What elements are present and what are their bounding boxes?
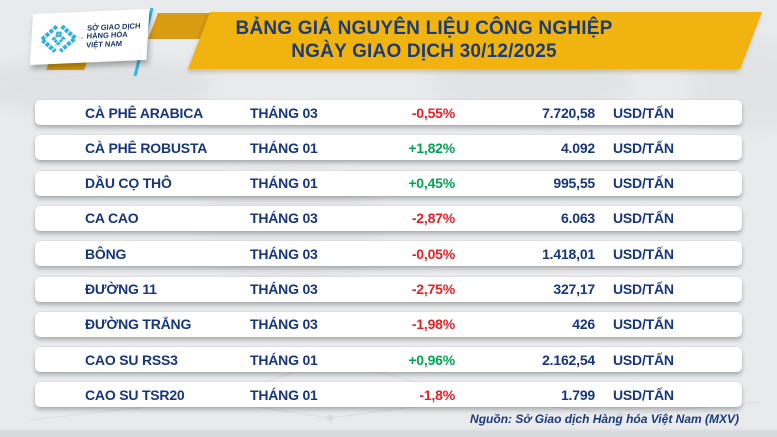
- mxv-logo-card: ™ SỞ GIAO DỊCH HÀNG HÓA VIỆT NAM: [29, 8, 150, 65]
- price-unit: USD/TẤN: [613, 104, 674, 121]
- commodity-row: CA CAO THÁNG 03 -2,87% 6.063 USD/TẤN: [35, 205, 742, 231]
- commodity-row: CAO SU RSS3 THÁNG 01 +0,96% 2.162,54 USD…: [35, 347, 742, 373]
- price-unit: USD/TẤN: [613, 245, 674, 262]
- price-value: 6.063: [560, 210, 595, 227]
- price-unit: USD/TẤN: [613, 175, 674, 192]
- price-value: 327,17: [553, 281, 595, 297]
- contract-month: THÁNG 01: [250, 139, 318, 156]
- change-percent: +1,82%: [408, 139, 455, 156]
- change-percent: -1,8%: [419, 386, 455, 403]
- org-line: VIỆT NAM: [85, 38, 123, 50]
- commodity-name: CA CAO: [85, 210, 139, 227]
- commodity-row: CÀ PHÊ ROBUSTA THÁNG 01 +1,82% 4.092 USD…: [35, 135, 742, 161]
- commodity-name: CAO SU TSR20: [85, 386, 185, 403]
- commodity-row: DẦU CỌ THÔ THÁNG 01 +0,45% 995,55 USD/TẤ…: [35, 170, 742, 196]
- title-line-2: NGÀY GIAO DỊCH 30/12/2025: [291, 41, 557, 62]
- contract-month: THÁNG 01: [250, 386, 318, 403]
- commodity-name: CÀ PHÊ ARABICA: [85, 104, 204, 121]
- price-unit: USD/TẤN: [613, 316, 674, 333]
- price-value: 995,55: [553, 175, 595, 192]
- contract-month: THÁNG 03: [250, 210, 318, 227]
- price-value: 2.162,54: [542, 351, 595, 368]
- price-value: 1.799: [560, 386, 595, 403]
- mxv-logo-icon: [38, 22, 80, 54]
- commodity-row: ĐƯỜNG 11 THÁNG 03 -2,75% 327,17 USD/TẤN: [35, 276, 742, 302]
- bottom-divider: [0, 429, 777, 431]
- contract-month: THÁNG 03: [250, 281, 318, 297]
- commodity-row: CÀ PHÊ ARABICA THÁNG 03 -0,55% 7.720,58 …: [35, 100, 742, 125]
- price-value: 7.720,58: [542, 104, 595, 121]
- page-title: BẢNG GIÁ NGUYÊN LIỆU CÔNG NGHIỆP NGÀY GI…: [212, 17, 636, 63]
- price-value: 4.092: [560, 139, 595, 156]
- bottom-strip: [0, 431, 777, 437]
- commodity-row: CAO SU TSR20 THÁNG 01 -1,8% 1.799 USD/TẤ…: [35, 382, 742, 408]
- title-line-1: BẢNG GIÁ NGUYÊN LIỆU CÔNG NGHIỆP: [235, 18, 613, 39]
- price-unit: USD/TẤN: [613, 139, 674, 156]
- price-value: 426: [572, 316, 595, 333]
- change-percent: +0,45%: [408, 175, 455, 192]
- price-value: 1.418,01: [542, 245, 595, 262]
- commodity-row: ĐƯỜNG TRẮNG THÁNG 03 -1,98% 426 USD/TẤN: [35, 311, 742, 337]
- price-unit: USD/TẤN: [613, 281, 674, 297]
- commodity-name: ĐƯỜNG 11: [85, 281, 157, 297]
- price-unit: USD/TẤN: [613, 210, 674, 227]
- change-percent: -0,05%: [411, 245, 455, 262]
- change-percent: -1,98%: [411, 316, 455, 333]
- contract-month: THÁNG 03: [250, 245, 318, 262]
- change-percent: -2,87%: [411, 210, 455, 227]
- commodity-name: CÀ PHÊ ROBUSTA: [85, 139, 208, 156]
- change-percent: +0,96%: [408, 351, 455, 368]
- change-percent: -0,55%: [411, 104, 455, 121]
- contract-month: THÁNG 03: [250, 104, 318, 121]
- contract-month: THÁNG 03: [250, 316, 318, 333]
- commodity-name: ĐƯỜNG TRẮNG: [85, 316, 192, 333]
- commodity-name: BÔNG: [85, 245, 127, 262]
- price-unit: USD/TẤN: [613, 386, 674, 403]
- change-percent: -2,75%: [411, 281, 455, 297]
- mxv-org-name: SỞ GIAO DỊCH HÀNG HÓA VIỆT NAM: [85, 21, 141, 50]
- contract-month: THÁNG 01: [250, 351, 318, 368]
- source-note: Nguồn: Sở Giao dịch Hàng hóa Việt Nam (M…: [470, 412, 739, 426]
- commodity-name: CAO SU RSS3: [85, 351, 178, 368]
- contract-month: THÁNG 01: [250, 175, 318, 192]
- price-unit: USD/TẤN: [613, 351, 674, 368]
- trademark-symbol: ™: [78, 36, 84, 43]
- commodity-name: DẦU CỌ THÔ: [85, 175, 172, 192]
- commodity-row: BÔNG THÁNG 03 -0,05% 1.418,01 USD/TẤN: [35, 241, 742, 267]
